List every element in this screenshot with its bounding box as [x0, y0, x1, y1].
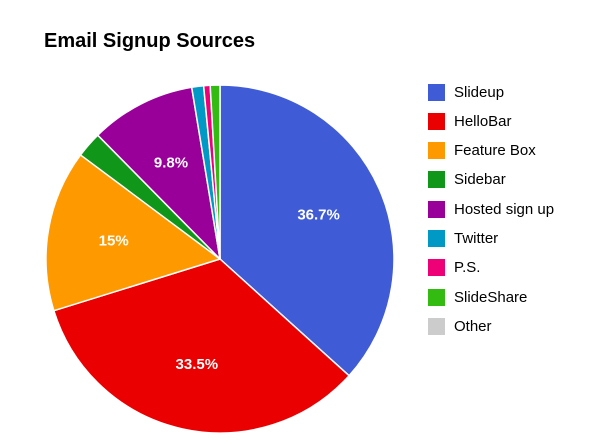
legend-label: Slideup — [454, 83, 505, 101]
legend-item-hellobar: HelloBar — [428, 111, 554, 131]
legend-swatch — [428, 142, 445, 160]
pie-slice-label-slideup: 36.7% — [297, 207, 340, 224]
legend-swatch — [428, 288, 445, 306]
pie-slice-label-feature-box: 15% — [99, 232, 129, 249]
chart-legend: Slideup HelloBar Feature Box Sidebar Hosted … — [428, 82, 554, 346]
legend-item-slideup: Slideup — [428, 82, 554, 102]
legend-item-feature-box: Feature Box — [428, 141, 554, 161]
legend-swatch — [428, 200, 445, 218]
legend-swatch — [428, 229, 445, 247]
legend-label: Twitter — [454, 229, 499, 247]
legend-swatch — [428, 317, 445, 335]
pie-slice-label-hellobar: 33.5% — [176, 356, 219, 373]
legend-label: HelloBar — [454, 112, 512, 130]
legend-label: Feature Box — [454, 142, 536, 160]
pie-slice-slideshare — [209, 84, 221, 260]
pie-slice-slideup — [219, 84, 395, 377]
pie-slices — [45, 84, 395, 434]
legend-item-other: Other — [428, 316, 554, 336]
legend-label: P.S. — [454, 259, 481, 277]
legend-swatch — [428, 112, 445, 130]
legend-swatch — [428, 171, 445, 189]
legend-label: Sidebar — [454, 171, 506, 189]
pie-slice-hellobar — [53, 258, 350, 434]
legend-item-hosted-sign-up: Hosted sign up — [428, 199, 554, 219]
chart-title: Email Signup Sources — [44, 30, 256, 52]
legend-label: Other — [454, 317, 492, 335]
legend-swatch — [428, 259, 445, 277]
pie-slice-hosted-sign-up — [96, 86, 221, 260]
pie-slice-feature-box — [45, 154, 221, 312]
legend-item-sidebar: Sidebar — [428, 170, 554, 190]
legend-label: Hosted sign up — [454, 200, 555, 218]
legend-swatch — [428, 83, 445, 101]
legend-label: SlideShare — [454, 288, 528, 306]
pie-slice-label-hosted-sign-up: 9.8% — [154, 154, 188, 171]
legend-item-twitter: Twitter — [428, 228, 554, 248]
legend-item-p-s: P.S. — [428, 258, 554, 278]
legend-item-slideshare: SlideShare — [428, 287, 554, 307]
pie-slice-labels: 36.7% 33.5% 15% 9.8% — [99, 154, 340, 372]
